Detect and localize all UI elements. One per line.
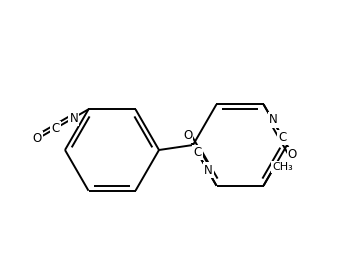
Text: N: N xyxy=(269,113,278,126)
Text: N: N xyxy=(70,112,78,125)
Text: O: O xyxy=(183,129,192,142)
Text: CH₃: CH₃ xyxy=(272,162,293,172)
Text: N: N xyxy=(204,164,213,177)
Text: C: C xyxy=(51,122,60,135)
Text: C: C xyxy=(278,131,286,144)
Text: C: C xyxy=(193,146,202,159)
Text: O: O xyxy=(33,132,42,145)
Text: O: O xyxy=(288,148,297,161)
